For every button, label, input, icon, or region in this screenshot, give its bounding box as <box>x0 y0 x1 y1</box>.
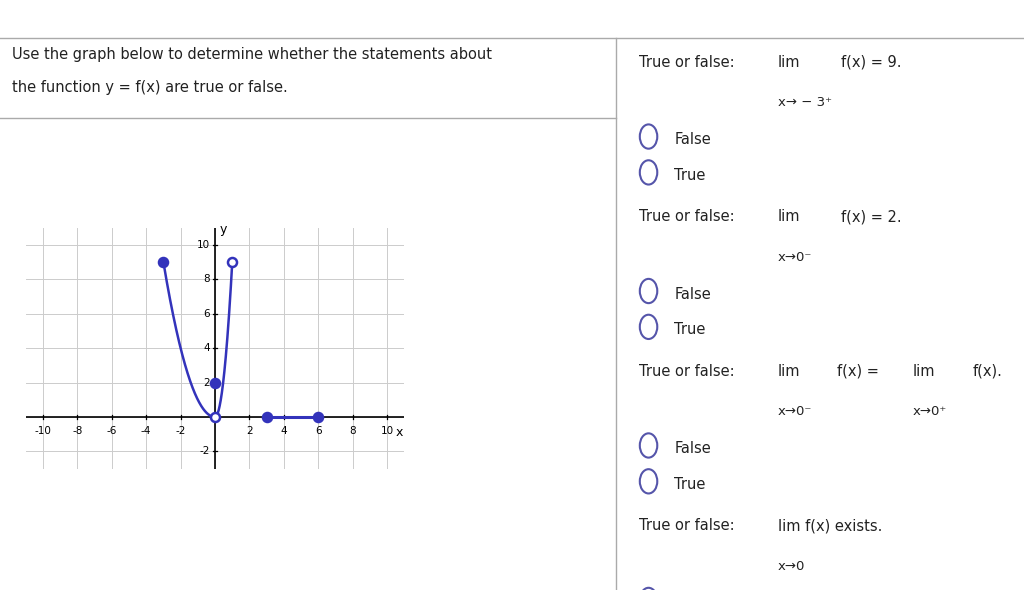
Text: f(x) = 9.: f(x) = 9. <box>842 55 902 70</box>
Text: f(x) = 2.: f(x) = 2. <box>842 209 902 224</box>
Text: 6: 6 <box>315 427 322 437</box>
Text: x→0⁺: x→0⁺ <box>912 405 947 418</box>
Text: lim f(x) exists.: lim f(x) exists. <box>777 518 882 533</box>
Text: 10: 10 <box>381 427 394 437</box>
Text: 4: 4 <box>203 343 210 353</box>
Text: True or false:: True or false: <box>639 518 734 533</box>
Text: 6: 6 <box>203 309 210 319</box>
Text: 8: 8 <box>349 427 356 437</box>
Text: lim: lim <box>777 209 800 224</box>
Text: Use the graph below to determine whether the statements about: Use the graph below to determine whether… <box>12 47 493 62</box>
Text: -10: -10 <box>35 427 51 437</box>
Text: -4: -4 <box>141 427 152 437</box>
Text: True or false:: True or false: <box>639 209 734 224</box>
Text: True or false:: True or false: <box>639 55 734 70</box>
Text: -8: -8 <box>72 427 83 437</box>
Text: False: False <box>675 287 711 301</box>
Text: True: True <box>675 323 706 337</box>
Text: f(x).: f(x). <box>973 364 1002 379</box>
Text: 2: 2 <box>203 378 210 388</box>
Text: 10: 10 <box>197 240 210 250</box>
Text: the function y = f(x) are true or false.: the function y = f(x) are true or false. <box>12 80 288 94</box>
Text: y: y <box>219 223 226 236</box>
Text: -6: -6 <box>106 427 117 437</box>
Text: -2: -2 <box>200 447 210 457</box>
Text: lim: lim <box>912 364 935 379</box>
Text: True: True <box>675 168 706 183</box>
Text: x→0⁻: x→0⁻ <box>777 405 812 418</box>
Text: x→0: x→0 <box>777 560 805 573</box>
Text: 4: 4 <box>281 427 288 437</box>
Text: lim: lim <box>777 55 800 70</box>
Text: x: x <box>395 425 403 438</box>
Text: lim: lim <box>777 364 800 379</box>
Text: 8: 8 <box>203 274 210 284</box>
Text: x→ − 3⁺: x→ − 3⁺ <box>777 96 831 109</box>
Text: 2: 2 <box>246 427 253 437</box>
Text: True: True <box>675 477 706 492</box>
Text: f(x) =: f(x) = <box>838 364 880 379</box>
Text: -2: -2 <box>175 427 185 437</box>
Text: False: False <box>675 441 711 456</box>
Text: False: False <box>675 132 711 147</box>
Text: True or false:: True or false: <box>639 364 734 379</box>
Text: x→0⁻: x→0⁻ <box>777 251 812 264</box>
